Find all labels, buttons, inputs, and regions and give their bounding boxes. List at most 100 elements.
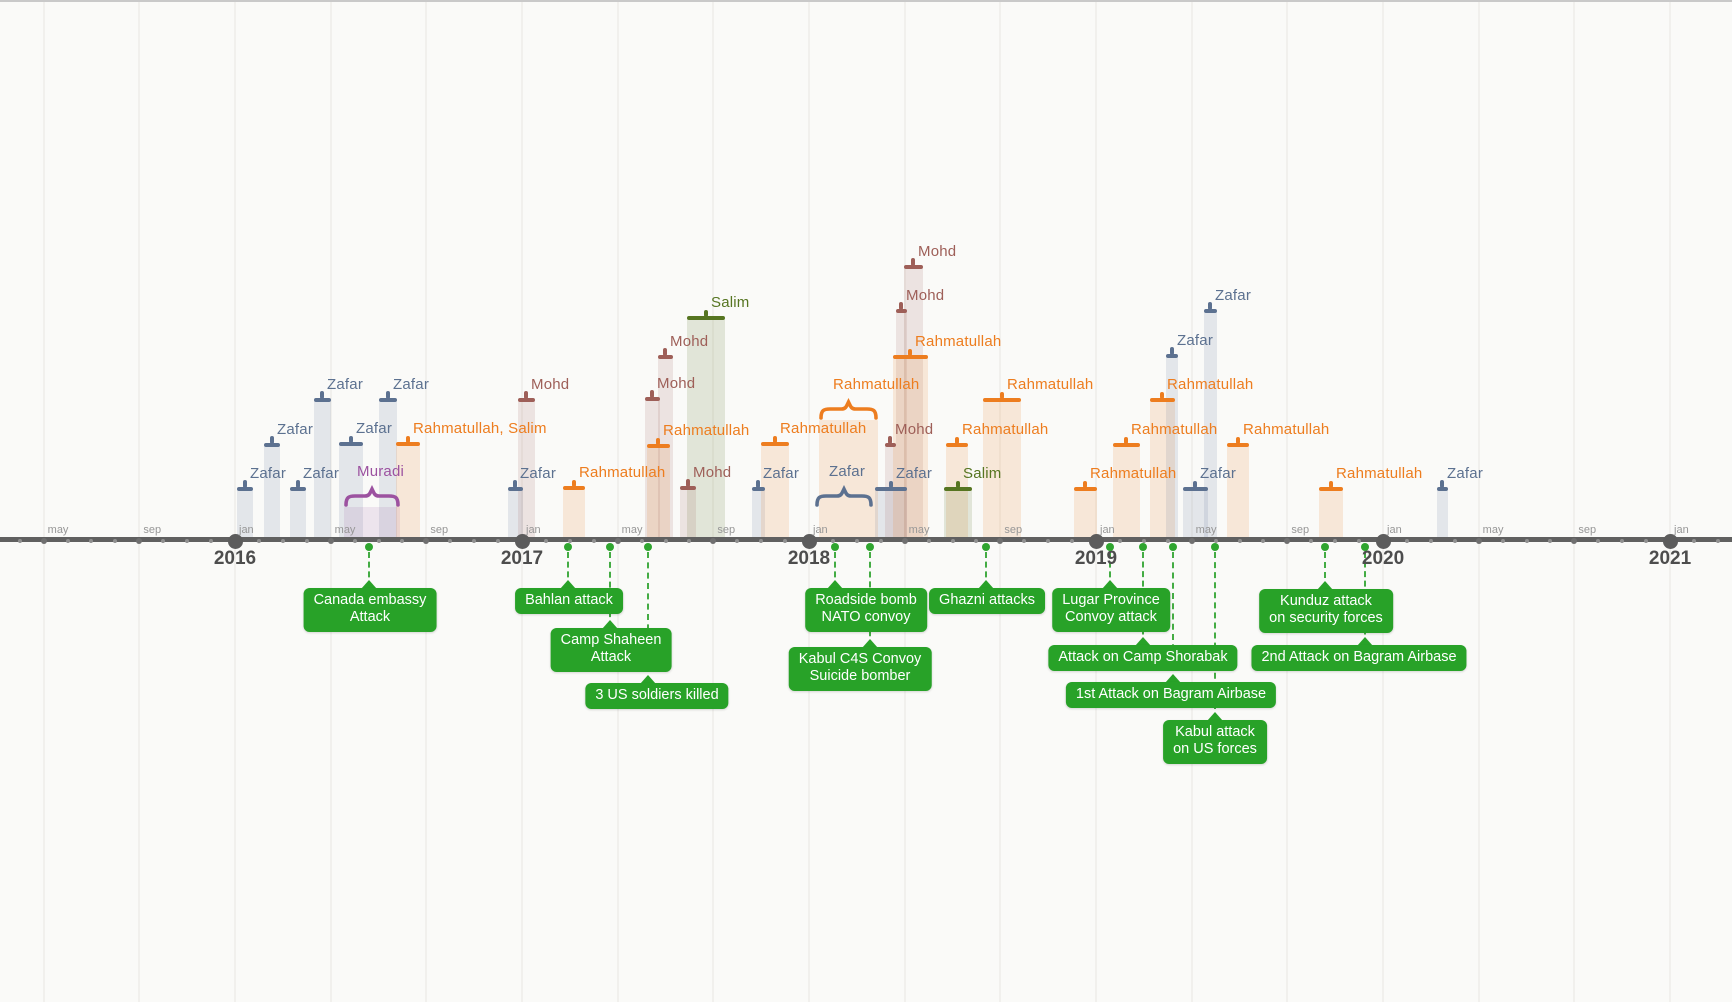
month-tick — [400, 539, 405, 543]
event-marker[interactable] — [1149, 398, 1175, 402]
event-marker-stem — [650, 390, 654, 398]
callout-dot — [1211, 543, 1219, 551]
month-tick — [974, 539, 979, 543]
event-marker[interactable] — [1203, 309, 1217, 313]
event-marker-stem — [888, 436, 892, 444]
event-band — [895, 312, 907, 539]
callout-box[interactable]: Camp Shaheen Attack — [550, 628, 672, 672]
event-band — [892, 358, 928, 539]
callout-box[interactable]: Kabul attack on US forces — [1163, 720, 1267, 764]
callout-box[interactable]: Ghazni attacks — [929, 588, 1045, 615]
month-tick — [472, 539, 477, 543]
event-marker[interactable] — [1166, 354, 1178, 358]
event-marker[interactable] — [1182, 487, 1208, 491]
gridline — [234, 2, 236, 1002]
event-band — [1149, 401, 1175, 539]
event-marker[interactable] — [751, 487, 765, 491]
callout-box[interactable]: Attack on Camp Shorabak — [1048, 645, 1238, 672]
callout-dot — [1361, 543, 1369, 551]
event-marker[interactable] — [1073, 487, 1097, 491]
month-label: sep — [430, 524, 449, 536]
event-marker[interactable] — [680, 486, 696, 490]
event-marker[interactable] — [1227, 443, 1249, 447]
event-marker[interactable] — [892, 355, 928, 359]
event-marker[interactable] — [884, 443, 896, 447]
event-label: Zafar — [520, 465, 557, 482]
month-tick — [1165, 539, 1170, 543]
event-marker[interactable] — [507, 487, 523, 491]
event-marker[interactable] — [687, 316, 725, 320]
event-marker[interactable] — [761, 442, 789, 446]
event-band — [339, 445, 363, 539]
callout-box[interactable]: Kabul C4S Convoy Suicide bomber — [788, 647, 932, 691]
gridline — [712, 2, 715, 1002]
callout-text-line: on US forces — [1173, 741, 1257, 758]
range-brace-marker[interactable] — [815, 485, 873, 507]
event-label: Zafar — [393, 376, 430, 393]
month-tick — [687, 539, 692, 543]
year-tick — [1088, 533, 1104, 549]
event-band — [875, 490, 907, 539]
gridline — [808, 2, 810, 1002]
month-tick — [878, 539, 883, 543]
event-marker[interactable] — [895, 309, 907, 313]
event-band — [751, 490, 765, 539]
month-label: may — [334, 524, 356, 536]
event-marker[interactable] — [903, 265, 923, 269]
event-marker[interactable] — [983, 398, 1021, 402]
callout-box[interactable]: Bahlan attack — [515, 588, 623, 615]
month-tick — [1284, 538, 1291, 544]
event-label: Mohd — [895, 421, 934, 438]
range-brace-marker[interactable] — [818, 398, 878, 420]
callout-box[interactable]: Roadside bomb NATO convoy — [805, 588, 927, 632]
event-marker[interactable] — [264, 443, 280, 447]
callout-text-line: 2nd Attack on Bagram Airbase — [1261, 649, 1457, 665]
callout-box[interactable]: 1st Attack on Bagram Airbase — [1065, 682, 1277, 709]
gridline — [1573, 2, 1576, 1002]
event-band — [946, 446, 968, 539]
callout-box[interactable]: Lugar Province Convoy attack — [1052, 588, 1170, 632]
month-tick — [280, 539, 285, 543]
event-marker[interactable] — [875, 487, 907, 491]
event-marker[interactable] — [379, 398, 397, 402]
event-marker-stem — [1160, 392, 1164, 399]
event-band — [1166, 357, 1178, 539]
event-marker[interactable] — [1436, 487, 1448, 491]
event-marker[interactable] — [657, 355, 673, 359]
callout-box[interactable]: Kunduz attack on security forces — [1259, 589, 1393, 633]
event-marker[interactable] — [339, 442, 363, 446]
month-tick — [1237, 539, 1242, 543]
callout-box[interactable]: 3 US soldiers killed — [585, 683, 729, 710]
callout-dot — [365, 543, 373, 551]
event-marker[interactable] — [944, 487, 972, 491]
event-marker[interactable] — [313, 398, 331, 402]
event-marker[interactable] — [290, 487, 306, 491]
event-band — [379, 401, 397, 539]
month-label: sep — [143, 524, 162, 536]
event-marker[interactable] — [1112, 443, 1140, 447]
event-label: Mohd — [531, 376, 570, 393]
month-tick — [1524, 539, 1529, 543]
event-label: Rahmatullah — [1336, 465, 1423, 482]
range-brace-marker[interactable] — [344, 485, 400, 507]
event-marker[interactable] — [1319, 487, 1343, 491]
event-marker[interactable] — [517, 398, 535, 402]
event-marker-stem — [524, 391, 528, 399]
event-band — [687, 319, 725, 539]
event-marker-stem — [513, 480, 517, 488]
callout-notch — [1165, 674, 1181, 683]
event-marker[interactable] — [644, 397, 660, 401]
callout-box[interactable]: 2nd Attack on Bagram Airbase — [1251, 645, 1467, 672]
event-band — [1203, 312, 1217, 539]
event-band — [290, 490, 306, 539]
month-tick — [1357, 539, 1362, 543]
year-label: 2020 — [1361, 548, 1405, 569]
event-band — [1112, 446, 1140, 539]
callout-box[interactable]: Canada embassy Attack — [303, 588, 437, 632]
event-marker[interactable] — [563, 486, 585, 490]
event-marker[interactable] — [646, 444, 670, 448]
event-marker[interactable] — [946, 443, 968, 447]
event-marker[interactable] — [396, 442, 420, 446]
event-marker[interactable] — [237, 487, 253, 491]
month-tick — [1261, 539, 1266, 543]
